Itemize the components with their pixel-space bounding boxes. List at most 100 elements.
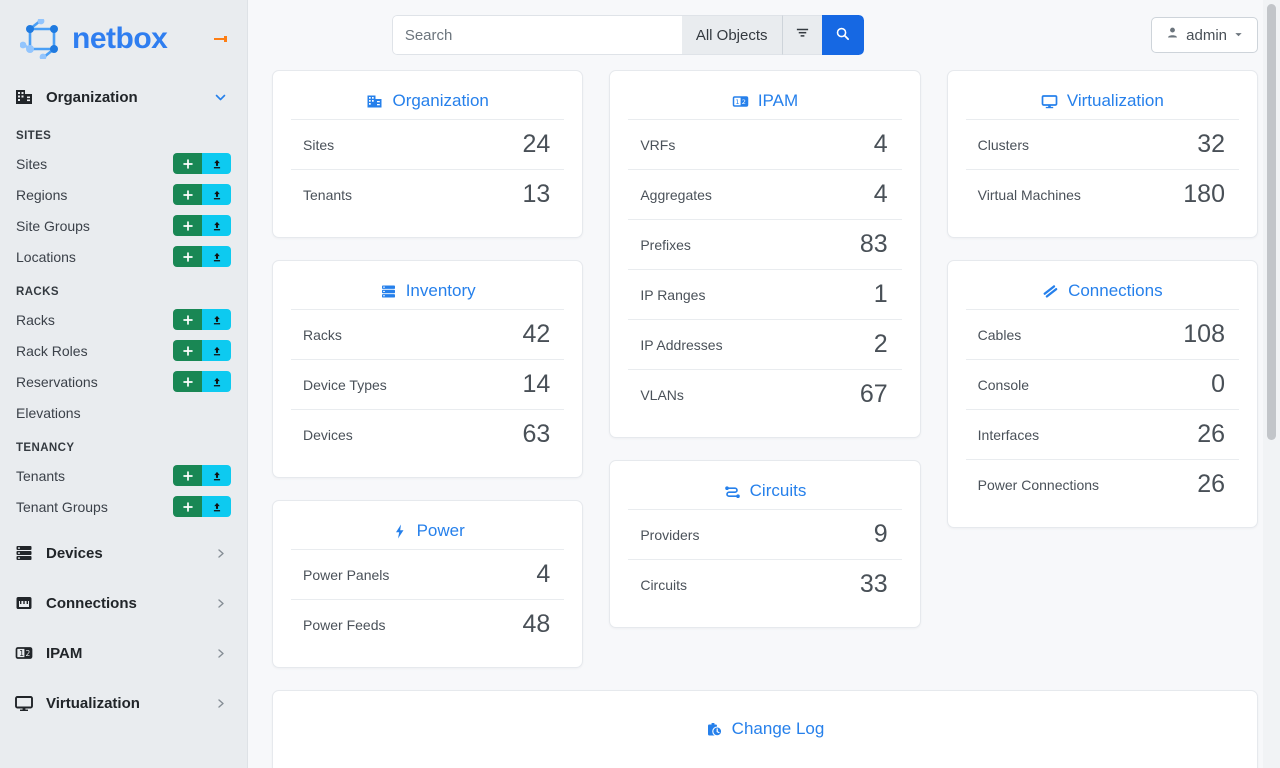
stat-row[interactable]: Prefixes 83 [628,219,902,269]
sidebar-item-elevations[interactable]: Elevations [0,397,247,428]
stat-row[interactable]: Virtual Machines 180 [965,169,1239,219]
main-area: All Objects [248,0,1280,768]
stat-value: 32 [1197,130,1225,158]
card-title-circuits[interactable]: Circuits [628,475,901,509]
add-racks-button[interactable] [173,309,202,330]
sidebar-group-connections[interactable]: Connections [0,584,247,622]
stat-row[interactable]: VLANs 67 [628,369,902,419]
stat-value: 108 [1183,320,1225,348]
sidebar-item-locations[interactable]: Locations [0,241,247,272]
sidebar-item-reservations[interactable]: Reservations [0,366,247,397]
stat-row[interactable]: Device Types 14 [291,359,565,409]
filter-button[interactable] [781,15,822,55]
sidebar-item-site-groups[interactable]: Site Groups [0,210,247,241]
add-reservations-button[interactable] [173,371,202,392]
stat-row[interactable]: Console 0 [965,359,1239,409]
search-button[interactable] [821,15,864,55]
sidebar-item-label: Tenants [16,467,66,484]
add-regions-button[interactable] [173,184,202,205]
import-site-groups-button[interactable] [202,215,231,236]
netbox-logo-icon [19,17,64,61]
stat-row[interactable]: Racks 42 [291,309,565,359]
stat-value: 0 [1211,370,1225,398]
stat-label: Circuits [640,576,687,593]
add-tenants-button[interactable] [173,465,202,486]
sidebar-item-label: Reservations [16,373,98,390]
stat-label: VLANs [640,386,684,403]
sidebar-item-regions[interactable]: Regions [0,179,247,210]
stat-value: 1 [873,280,888,308]
add-locations-button[interactable] [173,246,202,267]
stat-value: 63 [522,420,551,448]
import-sites-button[interactable] [202,153,231,174]
stat-label: Power Panels [303,566,390,583]
stat-label: Clusters [977,136,1030,153]
sidebar-group-organization[interactable]: Organization [0,78,247,116]
search-icon [835,26,850,44]
sidebar-group-devices[interactable]: Devices [0,534,247,572]
stat-row[interactable]: Cables 108 [965,309,1239,359]
dashboard-column-1: Organization Sites 24 Tenants 13 [272,70,584,668]
add-rack-roles-button[interactable] [173,340,202,361]
card-title-ipam[interactable]: 1 2 IPAM [628,85,901,119]
stat-row[interactable]: Power Feeds 48 [291,599,565,649]
scrollbar-thumb[interactable] [1267,4,1276,440]
card-title-changelog[interactable]: Change Log [291,713,1239,747]
sidebar-item-sites[interactable]: Sites [0,148,247,179]
card-title-virtualization[interactable]: Virtualization [966,85,1239,119]
ethernet-icon [14,593,34,613]
stat-label: Providers [640,526,700,543]
stat-row[interactable]: Providers 9 [628,509,902,559]
stat-row[interactable]: Power Panels 4 [291,549,565,599]
svg-text:2: 2 [26,649,31,658]
card-title-inventory[interactable]: Inventory [291,275,564,309]
sidebar-section-racks: RACKS [16,286,59,298]
pin-icon[interactable] [213,31,229,47]
import-rack-roles-button[interactable] [202,340,231,361]
stat-label: Device Types [303,376,387,393]
add-site-groups-button[interactable] [173,215,202,236]
stat-row[interactable]: Circuits 33 [628,559,902,609]
import-racks-button[interactable] [202,309,231,330]
stat-label: IP Addresses [640,336,723,353]
svg-text:1: 1 [735,98,739,106]
stat-row[interactable]: Tenants 13 [291,169,565,219]
stat-row[interactable]: Aggregates 4 [628,169,902,219]
import-regions-button[interactable] [202,184,231,205]
add-sites-button[interactable] [173,153,202,174]
search-input[interactable] [391,15,682,55]
sidebar-actions [173,496,231,517]
stat-row[interactable]: Interfaces 26 [965,409,1239,459]
stat-label: Racks [303,326,342,343]
sidebar-group-virtualization[interactable]: Virtualization [0,684,247,722]
sidebar-item-rack-roles[interactable]: Rack Roles [0,335,247,366]
import-tenant-groups-button[interactable] [202,496,231,517]
object-type-select[interactable]: All Objects [681,15,782,55]
stat-row[interactable]: Devices 63 [291,409,565,459]
sidebar-group-ipam[interactable]: 1 2 IPAM [0,634,247,672]
card-title-power[interactable]: Power [291,515,564,549]
sidebar-item-label: Regions [16,186,68,203]
stat-row[interactable]: Clusters 32 [965,119,1239,169]
monitor-icon [14,693,34,713]
card-title-organization[interactable]: Organization [291,85,564,119]
card-title-text: Inventory [405,281,476,300]
sidebar-group-label: Organization [46,88,138,106]
stat-row[interactable]: VRFs 4 [628,119,902,169]
stat-row[interactable]: Sites 24 [291,119,565,169]
card-title-connections[interactable]: Connections [966,275,1239,309]
import-reservations-button[interactable] [202,371,231,392]
card-inventory: Inventory Racks 42 Device Types 14 Devic… [272,260,584,478]
stat-row[interactable]: Power Connections 26 [965,459,1239,509]
import-locations-button[interactable] [202,246,231,267]
sidebar-item-tenants[interactable]: Tenants [0,460,247,491]
sidebar-item-racks[interactable]: Racks [0,304,247,335]
netbox-home-link[interactable]: netbox [19,17,213,61]
sidebar-item-tenant-groups[interactable]: Tenant Groups [0,491,247,522]
add-tenant-groups-button[interactable] [173,496,202,517]
user-menu[interactable]: admin [1151,17,1258,53]
sidebar-actions [173,309,231,330]
stat-row[interactable]: IP Ranges 1 [628,269,902,319]
stat-row[interactable]: IP Addresses 2 [628,319,902,369]
import-tenants-button[interactable] [202,465,231,486]
